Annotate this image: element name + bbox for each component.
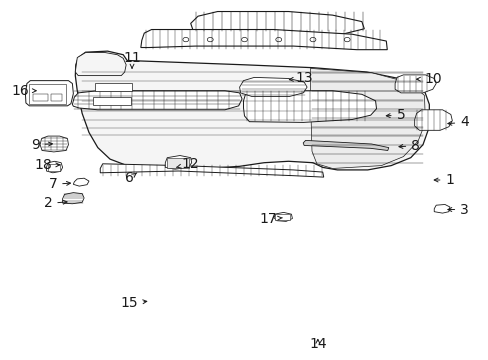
Polygon shape <box>100 164 323 177</box>
Text: 18: 18 <box>34 158 60 172</box>
Text: 14: 14 <box>308 337 326 351</box>
Polygon shape <box>433 204 449 213</box>
Polygon shape <box>25 81 73 106</box>
Polygon shape <box>46 161 62 173</box>
Polygon shape <box>239 77 306 96</box>
Polygon shape <box>414 110 451 130</box>
Polygon shape <box>75 51 428 170</box>
Text: 1: 1 <box>433 173 453 187</box>
Polygon shape <box>75 53 126 76</box>
Polygon shape <box>73 178 89 186</box>
Text: 4: 4 <box>447 116 468 129</box>
Text: 11: 11 <box>123 51 141 68</box>
Text: 10: 10 <box>416 72 441 86</box>
Text: 13: 13 <box>289 72 312 85</box>
Polygon shape <box>394 75 435 93</box>
Text: 17: 17 <box>259 212 282 226</box>
Text: 2: 2 <box>43 197 67 210</box>
Polygon shape <box>141 30 386 50</box>
Polygon shape <box>190 12 364 34</box>
FancyBboxPatch shape <box>48 164 60 171</box>
Polygon shape <box>165 156 191 169</box>
Polygon shape <box>273 212 292 221</box>
Text: 15: 15 <box>121 296 146 310</box>
Text: 12: 12 <box>176 157 199 171</box>
Text: 5: 5 <box>386 108 405 122</box>
FancyBboxPatch shape <box>95 83 132 91</box>
FancyBboxPatch shape <box>51 94 61 101</box>
FancyBboxPatch shape <box>29 84 66 104</box>
Text: 8: 8 <box>398 139 419 153</box>
FancyBboxPatch shape <box>93 97 131 105</box>
Text: 3: 3 <box>447 203 468 216</box>
Polygon shape <box>303 140 388 150</box>
FancyBboxPatch shape <box>33 94 48 101</box>
Polygon shape <box>40 136 68 152</box>
Polygon shape <box>243 91 376 122</box>
Text: 16: 16 <box>12 84 36 98</box>
Polygon shape <box>72 91 242 110</box>
Text: 6: 6 <box>125 171 137 185</box>
Polygon shape <box>62 193 84 204</box>
FancyBboxPatch shape <box>167 158 188 168</box>
Text: 7: 7 <box>48 177 70 191</box>
Polygon shape <box>310 68 425 168</box>
Text: 9: 9 <box>31 138 52 152</box>
FancyBboxPatch shape <box>274 214 290 220</box>
